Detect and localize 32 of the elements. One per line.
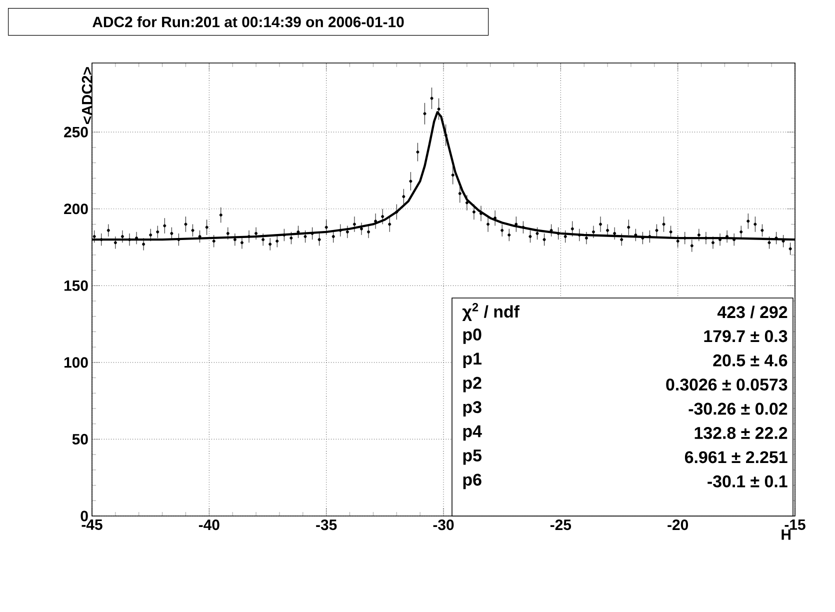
annotation: p6: [463, 474, 482, 490]
x-axis-title: H: [782, 529, 790, 540]
x-tick-label: -15: [784, 520, 806, 530]
annotation: p2: [463, 376, 482, 392]
x-tick-label: -30: [433, 520, 454, 530]
annotation: p3: [463, 401, 482, 416]
x-tick-label: -35: [316, 520, 337, 530]
y-tick-label: 50: [72, 434, 88, 445]
annotation: 6.961 ± 2.251: [684, 451, 788, 464]
x-tick-label: -25: [550, 520, 572, 530]
annotation: 132.8 ± 22.2: [694, 426, 788, 440]
y-tick-label: 100: [64, 357, 88, 368]
chart-title: ADC2 for Run:201 at 00:14:39 on 2006-01-10: [92, 16, 404, 28]
annotation: 179.7 ± 0.3: [704, 330, 788, 342]
annotation: 20.5 ± 4.6: [713, 354, 788, 366]
y-tick-label: 200: [64, 204, 88, 214]
annotation: p5: [463, 450, 482, 465]
annotation: 423 / 292: [717, 306, 788, 318]
annotation: χ$^{2}$ / ndf: [462, 302, 520, 322]
x-tick-label: -40: [198, 520, 220, 530]
x-tick-label: -45: [82, 520, 102, 530]
y-axis-title: <ADC2>: [82, 67, 92, 124]
annotation: 0.3026 ± 0.0573: [666, 378, 788, 391]
x-tick-label: -20: [668, 520, 688, 530]
y-tick-label: 150: [64, 280, 88, 291]
annotation: p1: [463, 352, 482, 368]
annotation: p0: [463, 328, 482, 344]
annotation: -30.26 ± 0.02: [688, 402, 788, 415]
y-tick-label: 250: [64, 126, 88, 138]
annotation: -30.1 ± 0.1: [708, 475, 788, 488]
y-tick-label: 0: [80, 510, 88, 522]
annotation: p4: [463, 425, 482, 441]
